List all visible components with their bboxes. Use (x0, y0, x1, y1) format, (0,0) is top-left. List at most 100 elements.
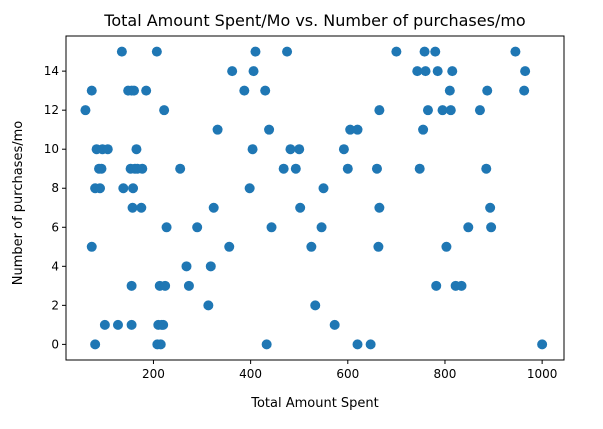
data-point (431, 280, 442, 291)
data-point (391, 46, 402, 57)
data-point (102, 144, 113, 155)
data-point (420, 66, 431, 77)
data-point (131, 144, 142, 155)
plot-frame (65, 35, 565, 361)
data-point (342, 163, 353, 174)
data-point (414, 163, 425, 174)
y-tick-label: 4 (51, 259, 59, 273)
data-point (374, 105, 385, 116)
data-point (310, 300, 321, 311)
data-point (482, 85, 493, 96)
data-point (294, 144, 305, 155)
data-point (432, 66, 443, 77)
data-point (239, 85, 250, 96)
data-point (485, 202, 496, 213)
x-tick-label: 400 (239, 367, 262, 381)
data-point (520, 66, 531, 77)
data-point (127, 202, 138, 213)
x-tick-label: 600 (336, 367, 359, 381)
data-point (278, 163, 289, 174)
x-axis: 200 400 600 800 1000 (142, 360, 557, 381)
data-point (126, 280, 137, 291)
data-point (261, 339, 272, 350)
y-tick-label: 0 (51, 337, 59, 351)
data-point (80, 105, 91, 116)
data-point (418, 124, 429, 135)
data-point (116, 46, 127, 57)
data-point (95, 183, 106, 194)
data-point (151, 46, 162, 57)
y-tick-label: 6 (51, 220, 59, 234)
data-point (338, 144, 349, 155)
data-point (447, 66, 458, 77)
data-point (208, 202, 219, 213)
data-point (444, 85, 455, 96)
data-point (282, 46, 293, 57)
data-point (160, 280, 171, 291)
data-point (474, 105, 485, 116)
data-point (159, 105, 170, 116)
data-point (244, 183, 255, 194)
data-point (192, 222, 203, 233)
data-point (463, 222, 474, 233)
data-point (412, 66, 423, 77)
data-point (345, 124, 356, 135)
y-axis: 0 2 4 6 8 10 12 14 (44, 64, 66, 351)
data-point (352, 339, 363, 350)
data-point (247, 144, 258, 155)
y-tick-label: 8 (51, 181, 59, 195)
data-point (373, 241, 384, 252)
data-point (136, 202, 147, 213)
y-axis-label: Number of purchases/mo (11, 121, 26, 286)
data-point (456, 280, 467, 291)
data-point (260, 85, 271, 96)
data-point (183, 280, 194, 291)
data-point (118, 183, 129, 194)
data-point (266, 222, 277, 233)
data-points (80, 46, 548, 350)
data-point (537, 339, 548, 350)
plot-area (65, 35, 565, 361)
data-point (481, 163, 492, 174)
data-point (422, 105, 433, 116)
x-tick-label: 800 (434, 367, 457, 381)
data-point (227, 66, 238, 77)
y-tick-label: 10 (44, 142, 59, 156)
data-point (352, 124, 363, 135)
data-point (374, 202, 385, 213)
data-point (181, 261, 192, 272)
y-tick-label: 12 (44, 103, 59, 117)
data-point (318, 183, 329, 194)
data-point (306, 241, 317, 252)
data-point (129, 85, 140, 96)
x-tick-label: 200 (142, 367, 165, 381)
x-axis-label: Total Amount Spent (250, 396, 379, 411)
data-point (250, 46, 261, 57)
data-point (248, 66, 259, 77)
data-point (212, 124, 223, 135)
data-point (161, 222, 172, 233)
y-tick-label: 2 (51, 298, 59, 312)
data-point (437, 105, 448, 116)
data-point (290, 163, 301, 174)
data-point (264, 124, 275, 135)
data-point (295, 202, 306, 213)
data-point (96, 163, 107, 174)
data-point (175, 163, 186, 174)
data-point (316, 222, 327, 233)
data-point (445, 105, 456, 116)
data-point (329, 319, 340, 330)
data-point (112, 319, 123, 330)
data-point (203, 300, 214, 311)
data-point (86, 85, 97, 96)
data-point (90, 339, 101, 350)
data-point (128, 183, 139, 194)
data-point (205, 261, 216, 272)
data-point (99, 319, 110, 330)
data-point (510, 46, 521, 57)
data-point (158, 319, 169, 330)
data-point (224, 241, 235, 252)
data-point (365, 339, 376, 350)
data-point (441, 241, 452, 252)
